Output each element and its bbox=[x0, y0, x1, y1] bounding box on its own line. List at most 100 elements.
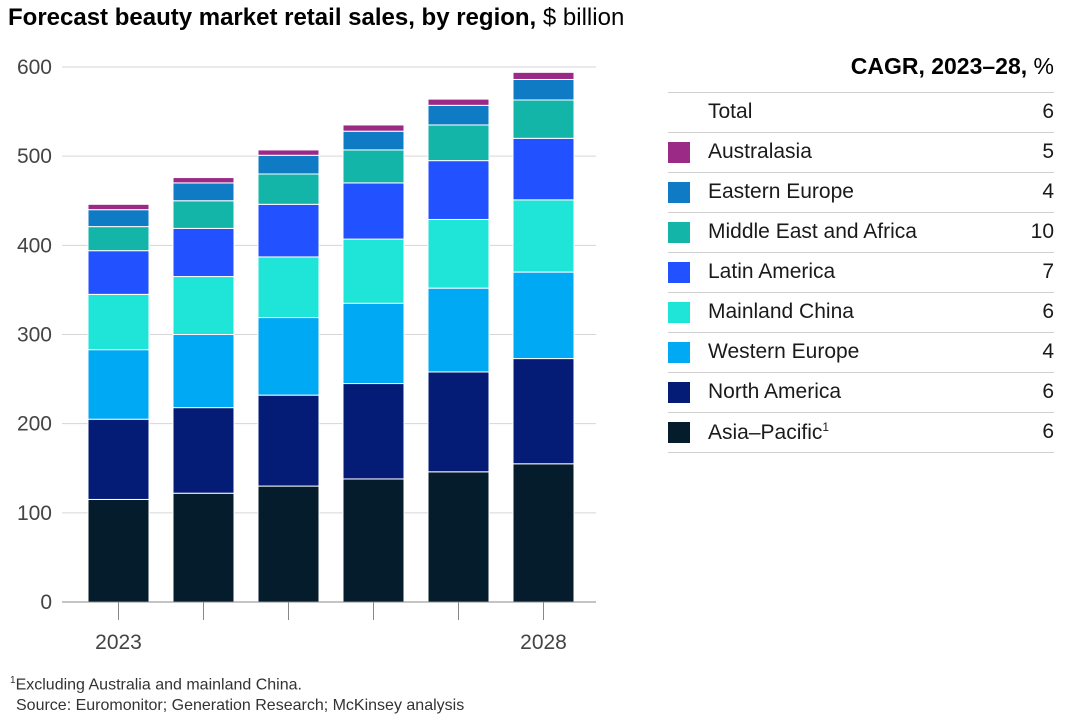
bar-segment bbox=[427, 160, 490, 220]
bar-segment bbox=[257, 485, 320, 603]
legend-swatch bbox=[668, 382, 690, 403]
bar-segment bbox=[342, 302, 405, 385]
bar-segment bbox=[512, 199, 575, 273]
bar-segment bbox=[172, 200, 235, 229]
legend-row-total: Total 6 bbox=[668, 92, 1054, 132]
bar-segment bbox=[257, 173, 320, 205]
chart-title-main: Forecast beauty market retail sales, by … bbox=[8, 4, 537, 31]
bar-segment bbox=[87, 349, 150, 420]
bar-segment bbox=[87, 209, 150, 228]
legend-value: 4 bbox=[1042, 180, 1054, 203]
legend-label: Asia–Pacific1 bbox=[708, 420, 830, 444]
bar-segment bbox=[427, 371, 490, 473]
bar-segment bbox=[342, 182, 405, 240]
bar-segment bbox=[512, 78, 575, 101]
bar-segment bbox=[342, 130, 405, 151]
y-tick-label: 300 bbox=[17, 324, 52, 347]
legend-label-total: Total bbox=[708, 100, 753, 123]
bar-segment bbox=[342, 478, 405, 603]
bar-segment bbox=[172, 407, 235, 494]
bar-segment bbox=[427, 104, 490, 126]
footnote-text: Excluding Australia and mainland China. bbox=[15, 676, 302, 694]
bar-segment bbox=[257, 394, 320, 487]
legend-swatch bbox=[668, 142, 690, 163]
x-tick-label: 2023 bbox=[95, 631, 142, 654]
legend-row: Australasia 5 bbox=[668, 132, 1054, 172]
bar-segment bbox=[172, 492, 235, 603]
legend-value: 5 bbox=[1042, 140, 1054, 163]
bar-segment bbox=[172, 182, 235, 202]
y-tick-label: 600 bbox=[17, 56, 52, 79]
legend-row: Western Europe 4 bbox=[668, 332, 1054, 372]
bar-segment bbox=[257, 154, 320, 175]
bar-segment bbox=[87, 498, 150, 603]
bar-segment bbox=[172, 227, 235, 278]
bar-segment bbox=[87, 203, 150, 211]
legend-label: Latin America bbox=[708, 260, 836, 283]
cagr-header-unit: % bbox=[1033, 53, 1054, 79]
legend-label: Middle East and Africa bbox=[708, 220, 917, 243]
legend-row: Middle East and Africa 10 bbox=[668, 212, 1054, 252]
legend-row: Eastern Europe 4 bbox=[668, 172, 1054, 212]
legend-row: Mainland China 6 bbox=[668, 292, 1054, 332]
legend-label: Australasia bbox=[708, 140, 812, 163]
cagr-header: CAGR, 2023–28, % bbox=[851, 53, 1054, 80]
bar-segment bbox=[512, 99, 575, 139]
bar-segment bbox=[427, 287, 490, 373]
legend-row: North America 6 bbox=[668, 372, 1054, 412]
bar-segment bbox=[172, 177, 235, 184]
bar-segment bbox=[342, 149, 405, 184]
legend-footnote-mark: 1 bbox=[822, 420, 830, 434]
bar-segment bbox=[427, 98, 490, 106]
legend-value-total: 6 bbox=[1042, 100, 1054, 123]
legend-value: 6 bbox=[1042, 380, 1054, 403]
legend-label: North America bbox=[708, 380, 842, 403]
bar-segment bbox=[87, 418, 150, 500]
bar-segment bbox=[342, 238, 405, 304]
footnote: 1Excluding Australia and mainland China. bbox=[10, 675, 302, 694]
legend-row: Latin America 7 bbox=[668, 252, 1054, 292]
bar-segment bbox=[512, 271, 575, 360]
legend-swatch bbox=[668, 342, 690, 363]
chart-title-unit: $ billion bbox=[542, 4, 625, 31]
bar-segment bbox=[512, 358, 575, 465]
legend-swatch bbox=[668, 182, 690, 203]
legend-value: 4 bbox=[1042, 340, 1054, 363]
legend-table: Total 6 Australasia 5 Eastern Europe 4 Middl… bbox=[668, 92, 1054, 453]
bar-segment bbox=[257, 149, 320, 156]
bar-segment bbox=[87, 250, 150, 295]
bar-segment bbox=[257, 203, 320, 258]
bar-segment bbox=[342, 124, 405, 132]
legend-row: Asia–Pacific1 6 bbox=[668, 412, 1054, 453]
cagr-header-label: CAGR, 2023–28, bbox=[850, 53, 1028, 79]
bar-segment bbox=[512, 463, 575, 603]
bar-segment bbox=[427, 471, 490, 603]
bar-segment bbox=[257, 317, 320, 396]
footnote-mark: 1 bbox=[10, 675, 16, 686]
y-tick-label: 0 bbox=[40, 591, 52, 614]
x-tick-label: 2028 bbox=[520, 631, 567, 654]
bar-segment bbox=[427, 124, 490, 162]
source-note: Source: Euromonitor; Generation Research… bbox=[16, 697, 465, 714]
bar-segment bbox=[427, 218, 490, 289]
legend-value: 10 bbox=[1030, 220, 1054, 243]
legend-swatch bbox=[668, 262, 690, 283]
legend-value: 7 bbox=[1042, 260, 1054, 283]
legend-swatch bbox=[668, 302, 690, 323]
bar-segment bbox=[87, 293, 150, 351]
bar-segment bbox=[257, 256, 320, 319]
bar-segment bbox=[87, 226, 150, 252]
bar-segment bbox=[512, 137, 575, 201]
legend-value: 6 bbox=[1042, 300, 1054, 323]
y-tick-label: 500 bbox=[17, 145, 52, 168]
y-tick-label: 100 bbox=[17, 502, 52, 525]
y-tick-label: 200 bbox=[17, 413, 52, 436]
legend-swatch bbox=[668, 222, 690, 243]
legend-label: Mainland China bbox=[708, 300, 854, 323]
bar-segment bbox=[172, 334, 235, 409]
legend-label: Eastern Europe bbox=[708, 180, 854, 203]
stacked-bar-chart: 0 100 200 300 400 500 600 2023 2028 bbox=[17, 56, 596, 654]
bar-segment bbox=[512, 71, 575, 80]
legend-swatch bbox=[668, 422, 690, 443]
chart-title: Forecast beauty market retail sales, by … bbox=[8, 4, 624, 32]
